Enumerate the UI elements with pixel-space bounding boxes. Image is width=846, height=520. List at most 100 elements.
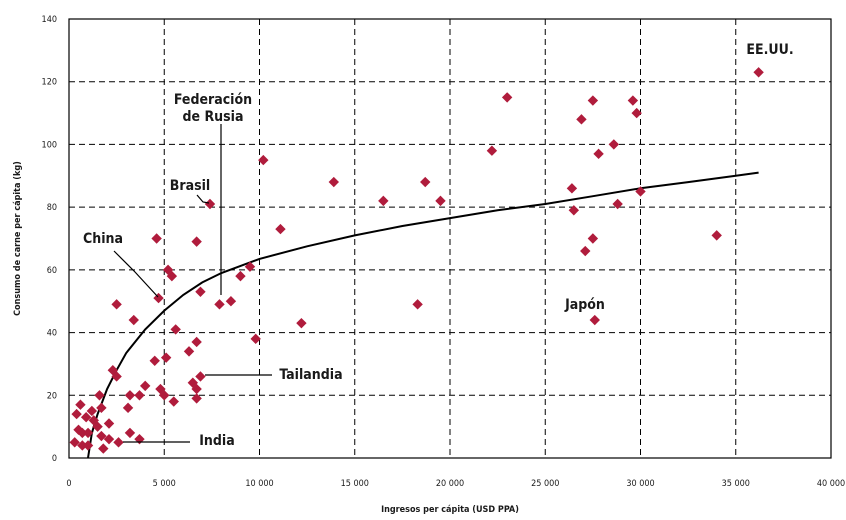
leader-line-brasil	[196, 194, 210, 204]
y-tick-labels: 0 20 40 60 80 100 120 140	[42, 15, 57, 464]
data-point	[160, 352, 172, 363]
data-point	[149, 355, 160, 366]
data-point	[128, 314, 139, 326]
data-point	[168, 396, 179, 407]
data-point	[235, 270, 246, 282]
data-point	[191, 336, 202, 348]
data-point	[86, 405, 98, 417]
data-points	[69, 67, 764, 454]
y-tick-label: 140	[42, 15, 57, 25]
data-point	[296, 317, 307, 329]
data-point	[593, 148, 604, 160]
data-point	[589, 314, 600, 326]
plot-frame	[68, 18, 832, 459]
data-point	[170, 324, 181, 335]
data-point	[77, 427, 88, 439]
data-point	[631, 107, 642, 119]
x-axis-title: Ingresos per cápita (USD PPA)	[381, 505, 519, 515]
data-point	[103, 433, 115, 445]
y-tick-label: 20	[47, 391, 57, 401]
data-point	[151, 233, 162, 244]
x-tick-label: 25 000	[531, 479, 559, 489]
y-tick-label: 60	[47, 266, 57, 276]
data-point	[191, 236, 202, 247]
data-point	[435, 195, 446, 207]
data-point	[378, 195, 389, 207]
data-point	[155, 383, 166, 395]
data-point	[328, 176, 339, 188]
data-point	[580, 245, 591, 257]
annotation-leaders	[113, 124, 272, 443]
data-point	[191, 393, 202, 404]
data-point	[250, 333, 261, 345]
x-tick-label: 10 000	[245, 479, 273, 489]
data-point	[195, 371, 206, 382]
y-tick-label: 100	[42, 140, 57, 150]
data-point	[225, 296, 237, 307]
data-point	[71, 408, 82, 420]
data-point	[258, 154, 269, 166]
annotation-china: China	[83, 231, 123, 247]
data-point	[77, 440, 88, 451]
data-point	[204, 198, 216, 210]
data-point	[183, 346, 195, 357]
data-point	[420, 176, 431, 188]
y-tick-label: 0	[52, 454, 57, 464]
data-point	[159, 390, 170, 401]
x-tick-labels: 0 5 000 10 000 15 000 20 000 25 000 30 000 35 0…	[66, 479, 845, 489]
annotation-federacion: Federación	[174, 92, 252, 108]
leader-line-china	[113, 250, 159, 298]
data-point	[195, 286, 206, 298]
data-point	[140, 380, 151, 392]
data-point	[608, 139, 620, 150]
data-point	[96, 402, 107, 414]
annotation-brasil: Brasil	[170, 178, 210, 194]
x-tick-label: 0	[66, 479, 71, 489]
data-point	[75, 399, 86, 410]
y-tick-label: 120	[42, 78, 57, 88]
data-point	[153, 292, 164, 304]
data-point	[80, 412, 92, 423]
y-axis-title: Consumo de carne per cápita (kg)	[13, 161, 23, 316]
data-point	[124, 427, 136, 439]
data-point	[275, 223, 286, 235]
data-point	[568, 205, 580, 216]
annotation-india: India	[199, 433, 234, 449]
data-point	[412, 299, 423, 310]
data-point	[134, 390, 145, 401]
grid-lines	[69, 19, 831, 458]
data-point	[69, 437, 80, 448]
data-point	[635, 186, 646, 197]
x-tick-label: 5 000	[153, 479, 176, 489]
x-tick-label: 30 000	[626, 479, 654, 489]
data-point	[122, 402, 134, 414]
data-point	[711, 230, 722, 241]
data-point	[124, 390, 136, 401]
data-point	[486, 145, 498, 156]
data-point	[111, 371, 122, 382]
x-tick-label: 40 000	[817, 479, 845, 489]
data-point	[82, 440, 94, 451]
x-tick-label: 35 000	[722, 479, 750, 489]
data-point	[103, 418, 115, 429]
data-point	[566, 183, 578, 194]
x-tick-label: 20 000	[436, 479, 464, 489]
x-tick-label: 15 000	[341, 479, 369, 489]
data-point	[587, 95, 599, 106]
data-point	[191, 383, 202, 395]
data-point	[98, 443, 109, 454]
annotation-eeuu: EE.UU.	[746, 42, 793, 58]
data-point	[94, 390, 105, 401]
data-point	[166, 270, 178, 282]
data-point	[214, 299, 225, 310]
data-point	[96, 430, 107, 442]
data-point	[612, 198, 623, 210]
data-point	[111, 299, 122, 310]
data-point	[82, 427, 94, 439]
data-point	[753, 67, 764, 78]
data-point	[501, 92, 513, 103]
data-point	[587, 233, 599, 244]
